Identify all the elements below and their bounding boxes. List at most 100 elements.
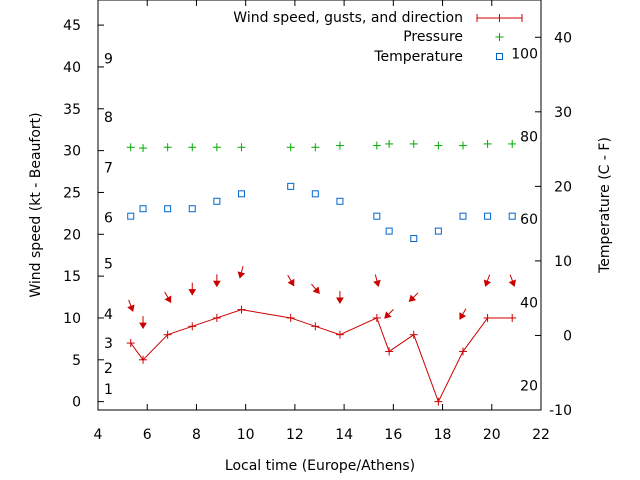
x-tick-label: 20 — [483, 427, 501, 443]
wind-point — [385, 347, 394, 356]
pressure-point — [163, 143, 172, 152]
legend-swatch-pressure — [495, 33, 504, 41]
y-tick-label: 25 — [63, 185, 81, 201]
wind-point — [237, 305, 246, 314]
temperature-series — [127, 182, 516, 243]
y-tick-label: 10 — [63, 311, 81, 327]
pressure-point — [139, 144, 148, 153]
wind-arrow — [139, 316, 147, 330]
x-axis-ticks: 4 6 8 10 12 14 16 18 20 22 — [94, 0, 550, 443]
pressure-point — [126, 143, 135, 152]
wind-arrow — [311, 283, 320, 295]
arrow-head — [459, 312, 467, 320]
y-tick-label: 35 — [63, 102, 81, 118]
pressure-point — [458, 141, 467, 150]
fahrenheit-scale-labels: 20 40 60 80 100 — [511, 47, 538, 395]
arrow-head — [127, 304, 135, 312]
temperature-point — [373, 212, 381, 220]
y2-axis-ticks: -10 0 10 20 30 40 — [535, 30, 572, 419]
beaufort-label: 8 — [104, 110, 113, 126]
beaufort-scale-labels: 1 2 3 4 5 6 7 8 9 — [104, 52, 113, 399]
y-tick-label: 45 — [63, 18, 81, 34]
beaufort-label: 3 — [104, 336, 113, 352]
wind-point — [483, 313, 492, 322]
wind-arrow — [237, 266, 246, 279]
x-axis-label: Local time (Europe/Athens) — [225, 458, 415, 474]
wind-arrow — [127, 299, 135, 312]
arrow-head — [312, 286, 320, 295]
beaufort-label: 1 — [104, 382, 113, 398]
wind-point — [372, 313, 381, 322]
arrow-head — [373, 279, 381, 288]
beaufort-label: 4 — [104, 307, 113, 323]
pressure-point — [385, 139, 394, 148]
wind-point — [335, 330, 344, 339]
fahrenheit-label: 60 — [520, 212, 538, 228]
wind-point — [458, 347, 467, 356]
y-tick-label: 20 — [63, 227, 81, 243]
legend-label-pressure: Pressure — [403, 29, 463, 45]
fahrenheit-label: 40 — [520, 296, 538, 312]
x-tick-label: 8 — [192, 427, 201, 443]
wind-direction-arrows — [127, 266, 517, 330]
arrow-head — [508, 279, 517, 287]
wind-arrow — [212, 274, 221, 288]
pressure-point — [286, 143, 295, 152]
wind-arrow — [336, 291, 344, 305]
wind-point — [188, 322, 197, 331]
beaufort-label: 5 — [104, 257, 113, 273]
pressure-point — [434, 141, 443, 150]
wind-point — [163, 330, 172, 339]
arrow-head — [164, 295, 172, 304]
temperature-point — [139, 205, 147, 213]
pressure-point — [335, 141, 344, 150]
wind-arrow — [483, 274, 492, 287]
arrow-head — [287, 278, 295, 287]
wind-arrow — [459, 308, 467, 320]
legend: Wind speed, gusts, and direction Pressur… — [233, 10, 523, 65]
y-axis-ticks: 0 5 10 15 20 25 30 35 40 45 — [63, 18, 104, 411]
wind-point — [139, 355, 148, 364]
arrow-head — [483, 279, 492, 287]
wind-arrow — [508, 274, 517, 287]
x-tick-label: 22 — [532, 427, 550, 443]
temperature-point — [459, 212, 467, 220]
y-tick-label: 40 — [63, 60, 81, 76]
arrow-head — [408, 294, 417, 302]
x-tick-label: 12 — [286, 427, 304, 443]
wind-point — [508, 313, 517, 322]
wind-arrow — [188, 282, 197, 296]
y2-tick-label: 0 — [563, 328, 572, 344]
x-tick-label: 14 — [335, 427, 353, 443]
pressure-series — [126, 139, 517, 153]
wind-point — [434, 397, 443, 406]
pressure-point — [508, 139, 517, 148]
arrow-head — [139, 322, 147, 330]
wind-arrow — [373, 274, 381, 288]
wind-arrow — [164, 291, 172, 304]
temperature-point — [164, 205, 172, 213]
temperature-point — [434, 227, 442, 235]
temperature-point — [311, 190, 319, 198]
temperature-point — [385, 227, 393, 235]
temperature-point — [237, 190, 245, 198]
x-tick-label: 10 — [237, 427, 255, 443]
arrow-head — [336, 297, 344, 305]
temperature-point — [287, 182, 295, 190]
x-tick-label: 16 — [384, 427, 402, 443]
beaufort-label: 7 — [104, 160, 113, 176]
pressure-point — [188, 143, 197, 152]
wind-point — [286, 313, 295, 322]
temperature-point — [127, 212, 135, 220]
wind-point — [409, 330, 418, 339]
pressure-point — [212, 143, 221, 152]
pressure-point — [237, 143, 246, 152]
beaufort-label: 9 — [104, 52, 113, 68]
y-tick-label: 30 — [63, 144, 81, 160]
y2-tick-label: 40 — [554, 30, 572, 46]
temperature-point — [484, 212, 492, 220]
fahrenheit-label: 80 — [520, 129, 538, 145]
y2-tick-label: 20 — [554, 179, 572, 195]
